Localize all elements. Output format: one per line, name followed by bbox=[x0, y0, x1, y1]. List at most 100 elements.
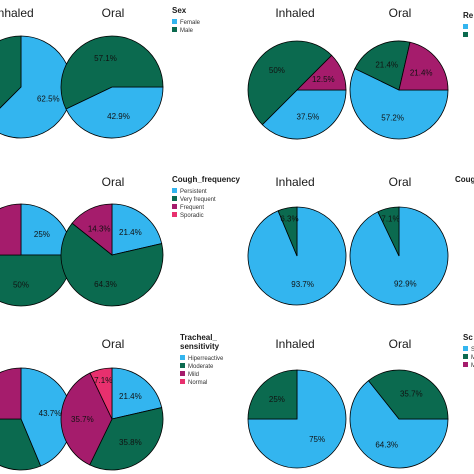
legend-title: sensitivity bbox=[180, 342, 220, 351]
pie-middle-left-2: 21.4% 64.3% 14.3% bbox=[60, 203, 164, 307]
pie-slice-light bbox=[247, 369, 347, 469]
pie-title: Oral bbox=[102, 6, 125, 20]
pie-middle-right-1: 93.7% 6.3% bbox=[247, 206, 347, 306]
pie-slice-dark bbox=[354, 40, 411, 91]
slice-data-label: 50% bbox=[269, 66, 285, 75]
pie-slice-magenta bbox=[296, 54, 347, 91]
panel-middle-right: 93.7% 6.3% Inhaled 92.9% 7.1% Oral Coug bbox=[247, 175, 474, 306]
legend-swatch bbox=[463, 346, 468, 351]
legend-swatch bbox=[172, 204, 177, 209]
pie-slice-mild bbox=[0, 367, 22, 420]
pie-title: Inhaled bbox=[275, 6, 314, 20]
legend-entry: Moderate bbox=[188, 364, 214, 370]
legend-entry: Persistent bbox=[180, 189, 207, 195]
pie-slice-male bbox=[0, 35, 22, 109]
slice-data-label: 25% bbox=[269, 395, 285, 404]
legend-entry: Sev bbox=[471, 347, 474, 353]
pie-slice-moderate bbox=[0, 418, 42, 471]
slice-data-label: 14.3% bbox=[88, 224, 111, 233]
pie-middle-right-2: 92.9% 7.1% bbox=[349, 206, 449, 306]
legend-swatch bbox=[172, 212, 177, 217]
legend-swatch bbox=[180, 363, 185, 368]
legend-swatch bbox=[463, 32, 468, 37]
pie-bottom-left-1: 43.7% bbox=[0, 367, 73, 471]
pie-middle-left-1: 25% 50% bbox=[0, 203, 73, 307]
slice-data-label: 62.5% bbox=[37, 94, 60, 103]
slice-data-label: 7.1% bbox=[94, 376, 112, 385]
slice-data-label: 64.3% bbox=[375, 441, 398, 450]
pie-title: Inhaled bbox=[0, 6, 34, 20]
legend-title: Sex bbox=[172, 6, 187, 15]
legend-swatch bbox=[172, 27, 177, 32]
panel-bottom-left: 43.7% 21.4% 35.8% 35.7% 7.1% Oral Tracheal_sen… bbox=[0, 333, 224, 471]
slice-data-label: 21.4% bbox=[410, 68, 433, 77]
legend-entry: Mo bbox=[471, 355, 474, 361]
pie-slice-dark bbox=[247, 40, 333, 126]
legend-swatch bbox=[463, 24, 468, 29]
pie-title: Oral bbox=[102, 175, 125, 189]
legend-entry: Very frequent bbox=[180, 197, 216, 203]
legend-title: Re bbox=[463, 11, 474, 20]
pie-slice-dark bbox=[377, 206, 400, 257]
slice-data-label: 75% bbox=[309, 435, 325, 444]
pie-title: Inhaled bbox=[275, 337, 314, 351]
legend-entry: Mil bbox=[471, 363, 474, 369]
legend-entry: Hiperreactive bbox=[188, 356, 224, 362]
pie-slice-moderate bbox=[89, 407, 164, 471]
legend: Coug bbox=[455, 175, 474, 184]
legend-swatch bbox=[172, 188, 177, 193]
slice-data-label: 6.3% bbox=[280, 215, 298, 224]
pie-slice-mild bbox=[60, 372, 113, 466]
slice-data-label: 35.7% bbox=[400, 389, 423, 398]
legend-swatch bbox=[180, 355, 185, 360]
slice-data-label: 42.9% bbox=[107, 112, 130, 121]
legend: Re bbox=[463, 11, 474, 37]
slice-data-label: 43.7% bbox=[39, 409, 62, 418]
slice-data-label: 21.4% bbox=[375, 60, 398, 69]
pie-slice-magenta bbox=[398, 41, 449, 91]
pie-top-right-1: 37.5% 50% 12.5% bbox=[247, 40, 347, 140]
pie-top-right-2: 57.2% 21.4% 21.4% bbox=[349, 40, 449, 140]
legend: Tracheal_sensitivity Hiperreactive Moderat… bbox=[180, 333, 224, 386]
slice-data-label: 35.7% bbox=[71, 415, 94, 424]
legend-swatch bbox=[463, 354, 468, 359]
panel-top-right: 37.5% 50% 12.5% Inhaled 57.2% 21.4% 21.4% Oral R… bbox=[247, 6, 474, 140]
panel-top-left: 62.5% Inhaled 42.9% 57.1% Oral Sex Female Male bbox=[0, 6, 201, 139]
legend-swatch bbox=[180, 371, 185, 376]
pie-slice-hiperreactive bbox=[111, 367, 163, 420]
legend-entry: Frequent bbox=[180, 205, 204, 211]
pie-slice-frequent bbox=[0, 203, 22, 256]
pie-title: Oral bbox=[389, 337, 412, 351]
legend-title: Cough_frequency bbox=[172, 175, 241, 184]
slice-data-label: 21.4% bbox=[119, 228, 142, 237]
legend-swatch bbox=[463, 362, 468, 367]
legend-entry: Female bbox=[180, 20, 201, 26]
slice-data-label: 35.8% bbox=[119, 438, 142, 447]
pie-slice-very-frequent bbox=[60, 222, 164, 307]
pie-slice-light bbox=[349, 68, 449, 140]
legend-entry: Sporadic bbox=[180, 213, 204, 219]
slice-data-label: 12.5% bbox=[312, 75, 335, 84]
pie-bottom-right-2: 64.3% 35.7% bbox=[349, 369, 449, 469]
pie-title: Inhaled bbox=[275, 175, 314, 189]
slice-data-label: 7.1% bbox=[381, 215, 399, 224]
legend-swatch bbox=[180, 379, 185, 384]
pie-slice-dark bbox=[277, 206, 298, 257]
pie-bottom-right-1: 75% 25% bbox=[247, 369, 347, 469]
pie-slice-male bbox=[60, 35, 164, 110]
legend-entry: Normal bbox=[188, 380, 207, 386]
slice-data-label: 21.4% bbox=[119, 392, 142, 401]
pie-slice-light bbox=[261, 89, 347, 140]
legend: Sc Sev Mo Mil bbox=[463, 333, 474, 369]
pie-bottom-left-2: 21.4% 35.8% 35.7% 7.1% bbox=[60, 367, 164, 471]
pie-top-left-1: 62.5% bbox=[0, 35, 73, 139]
legend-entry: Male bbox=[180, 28, 194, 34]
legend-entry: Mild bbox=[188, 372, 199, 378]
pie-slice-frequent bbox=[71, 203, 113, 256]
legend-title: Coug bbox=[455, 175, 474, 184]
pie-slice-normal bbox=[89, 367, 113, 420]
slice-data-label: 25% bbox=[34, 230, 50, 239]
legend-title: Tracheal_ bbox=[180, 333, 217, 342]
pie-slice-persistent bbox=[111, 203, 163, 256]
